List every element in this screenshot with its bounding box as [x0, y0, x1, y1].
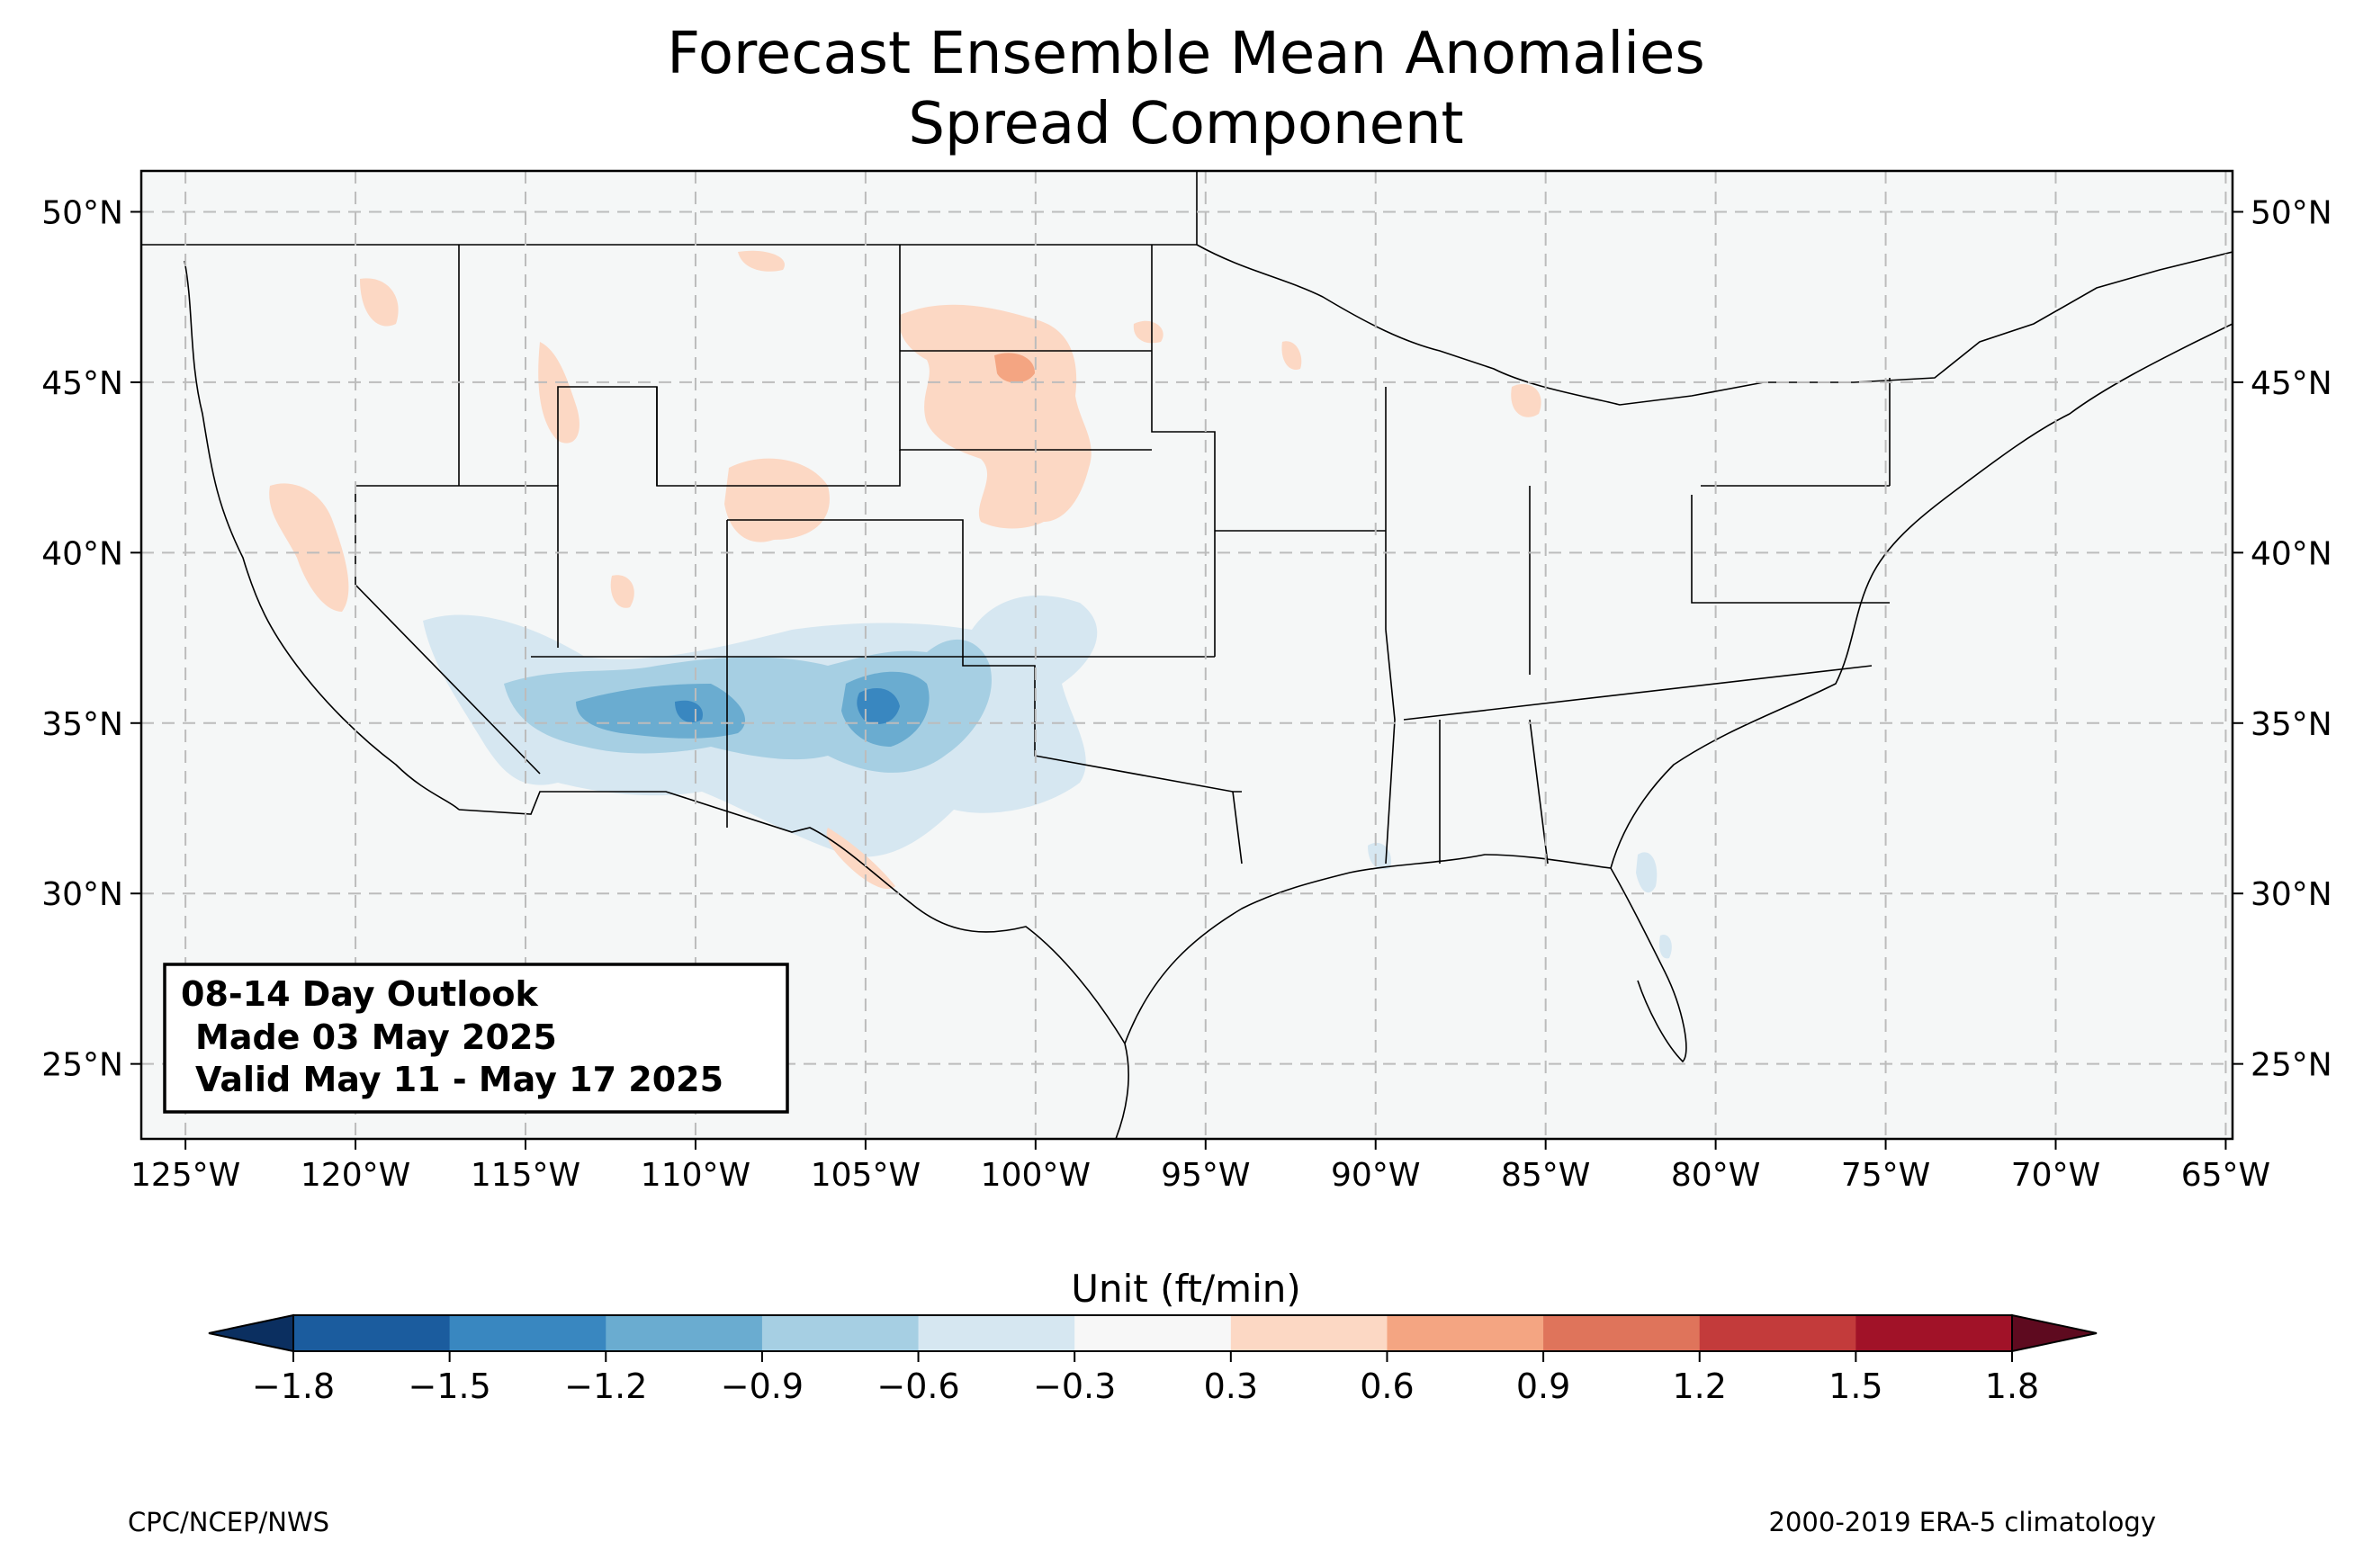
colorbar-tick-label: −0.3 [1033, 1366, 1116, 1406]
lon-tick-label: 80°W [1671, 1157, 1760, 1194]
lon-tick-label: 95°W [1161, 1157, 1250, 1194]
colorbar-tick-label: 1.2 [1673, 1366, 1727, 1406]
negative-anomaly-region [927, 658, 959, 687]
positive-anomaly-region [1133, 320, 1164, 344]
colorbar-segment [1230, 1315, 1388, 1351]
latitude-axis-right: 50°N 45°N 40°N 35°N 30°N 25°N [2233, 194, 2332, 1084]
negative-anomaly-region [857, 688, 900, 724]
info-box: 08-14 Day Outlook Made 03 May 2025 Valid… [163, 963, 789, 1114]
colorbar-tick-label: −1.8 [252, 1366, 335, 1406]
negative-anomaly-region [576, 684, 746, 739]
political-boundaries [141, 171, 2233, 1139]
colorbar-segment [1855, 1315, 2013, 1351]
negative-anomaly-region [1636, 852, 1658, 893]
lat-tick-label: 50°N [41, 194, 123, 231]
lon-tick-label: 120°W [301, 1157, 410, 1194]
lon-tick-label: 65°W [2181, 1157, 2270, 1194]
lon-tick-label: 75°W [1841, 1157, 1930, 1194]
colorbar-segment [1387, 1315, 1544, 1351]
lat-tick-label: 45°N [41, 365, 123, 402]
lon-tick-label: 85°W [1501, 1157, 1590, 1194]
positive-anomaly-region [610, 575, 634, 608]
positive-anomaly-region [360, 278, 399, 327]
colorbar-tick-label: 1.5 [1828, 1366, 1882, 1406]
latitude-axis-left: 50°N 45°N 40°N 35°N 30°N 25°N [41, 194, 141, 1084]
colorbar-segment [1699, 1315, 1856, 1351]
lon-tick-label: 70°W [2011, 1157, 2100, 1194]
colorbar-extend-high [2011, 1313, 2098, 1353]
colorbar-tick-label: −1.5 [408, 1366, 490, 1406]
positive-anomaly-region [538, 342, 580, 444]
lon-tick-label: 110°W [641, 1157, 750, 1194]
lat-tick-label: 25°N [2251, 1047, 2332, 1084]
colorbar-segment [918, 1315, 1075, 1351]
lat-tick-label: 35°N [2251, 706, 2332, 743]
lon-tick-label: 125°W [130, 1157, 240, 1194]
colorbar-segment [449, 1315, 606, 1351]
gridlines [141, 171, 2233, 1139]
positive-anomaly-region [994, 353, 1035, 383]
colorbar-segment [606, 1315, 763, 1351]
colorbar-tick-label: −0.6 [876, 1366, 959, 1406]
colorbar-tick-label: 0.3 [1204, 1366, 1258, 1406]
colorbar-outline [292, 1314, 2013, 1352]
positive-anomaly-region [826, 828, 895, 890]
colorbar-ticks: −1.8 −1.5 −1.2 −0.9 −0.6 −0.3 0.3 0.6 0.9 1.2 1.5 1… [252, 1351, 2039, 1406]
lat-tick-label: 30°N [2251, 876, 2332, 913]
colorbar-segment [761, 1315, 920, 1351]
positive-anomaly-region [738, 250, 785, 272]
colorbar-tick-label: −1.2 [564, 1366, 647, 1406]
colorbar-tick-label: 0.9 [1516, 1366, 1570, 1406]
colorbar [208, 1313, 2098, 1353]
negative-anomaly-region [1659, 935, 1672, 959]
map-frame [139, 169, 2234, 1141]
lon-tick-label: 105°W [811, 1157, 921, 1194]
positive-anomaly-region [1511, 383, 1541, 417]
footer-left: CPC/NCEP/NWS [128, 1507, 330, 1537]
chart-title: Forecast Ensemble Mean Anomalies [667, 21, 1705, 87]
anomaly-shading [269, 250, 1672, 959]
colorbar-label: Unit (ft/min) [1071, 1267, 1301, 1311]
footer-right: 2000-2019 ERA-5 climatology [1768, 1507, 2156, 1537]
lat-tick-label: 50°N [2251, 194, 2332, 231]
colorbar-segment [293, 1315, 451, 1351]
lon-tick-label: 90°W [1331, 1157, 1420, 1194]
info-box-line2: Made 03 May 2025 [195, 1017, 557, 1057]
colorbar-tick-label: −0.9 [721, 1366, 804, 1406]
lon-tick-label: 100°W [981, 1157, 1091, 1194]
lat-tick-label: 25°N [41, 1047, 123, 1084]
info-box-line3: Valid May 11 - May 17 2025 [195, 1060, 723, 1099]
lat-tick-label: 35°N [41, 706, 123, 743]
colorbar-segment [1543, 1315, 1701, 1351]
positive-anomaly-region [1281, 341, 1302, 370]
positive-anomaly-region [724, 458, 830, 542]
positive-anomaly-region [269, 483, 349, 612]
lon-tick-label: 115°W [471, 1157, 580, 1194]
colorbar-tick-label: 0.6 [1360, 1366, 1414, 1406]
info-box-line1: 08-14 Day Outlook [181, 974, 539, 1014]
lat-tick-label: 40°N [2251, 535, 2332, 572]
lat-tick-label: 30°N [41, 876, 123, 913]
positive-anomaly-region [899, 304, 1092, 529]
chart-subtitle: Spread Component [908, 91, 1464, 157]
lat-tick-label: 40°N [41, 535, 123, 572]
colorbar-extend-low [208, 1313, 294, 1353]
lat-tick-label: 45°N [2251, 365, 2332, 402]
colorbar-segment [1074, 1315, 1232, 1351]
longitude-axis: 125°W 120°W 115°W 110°W 105°W 100°W 95°W 90°W 85… [130, 1139, 2270, 1194]
colorbar-tick-label: 1.8 [1985, 1366, 2039, 1406]
